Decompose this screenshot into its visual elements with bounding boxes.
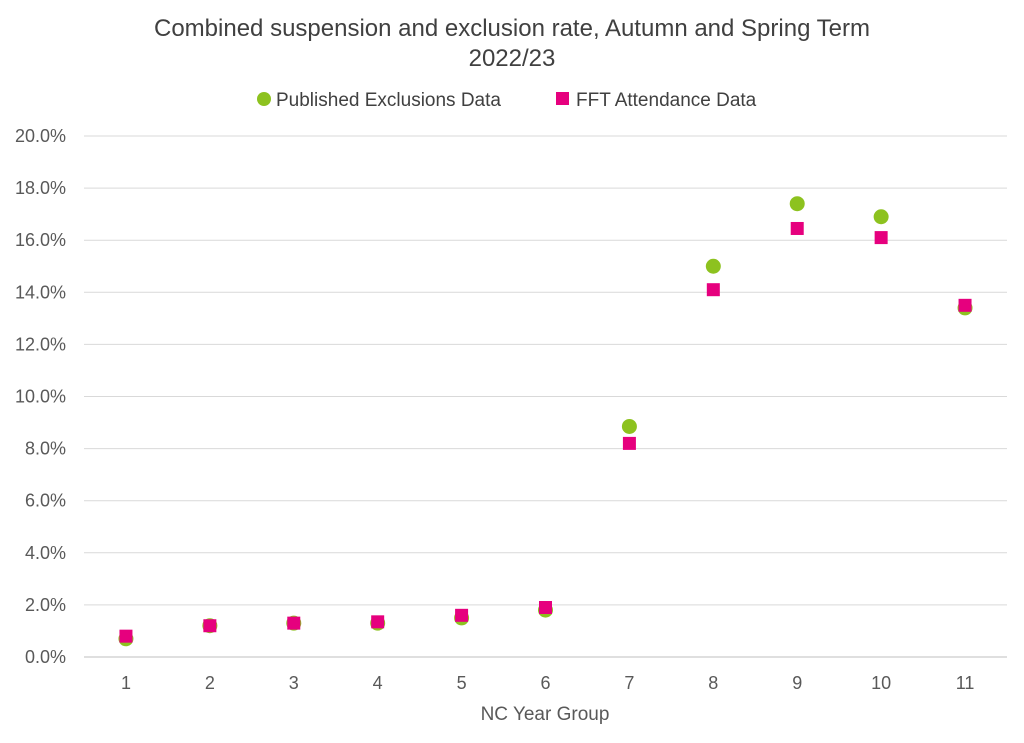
point-fft-year-7 [622,436,636,450]
x-tick-label-9: 9 [792,673,802,693]
point-fft-year-1 [119,629,133,643]
x-tick-label-2: 2 [205,673,215,693]
point-published-year-9 [789,196,805,212]
x-tick-label-6: 6 [540,673,550,693]
y-tick-label-4: 8.0% [25,439,66,459]
x-tick-label-7: 7 [624,673,634,693]
point-fft-year-6 [539,601,552,615]
x-tick-label-3: 3 [289,673,299,693]
y-axis-ticks: 0.0% 2.0% 4.0% 6.0% 8.0% 10.0% 12.0% 14.0% 16.0%… [15,126,66,667]
y-tick-label-8: 16.0% [15,230,66,250]
y-tick-label-3: 6.0% [25,491,66,511]
point-fft-year-2 [203,619,217,633]
y-tick-label-9: 18.0% [15,178,66,198]
chart-title-line-1: Combined suspension and exclusion rate, … [154,15,870,42]
y-tick-label-2: 4.0% [25,543,66,563]
point-published-year-10 [873,209,889,225]
legend-marker-fft [556,92,569,105]
legend-label-published: Published Exclusions Data [276,90,501,111]
point-fft-year-3 [287,616,301,630]
y-tick-label-1: 2.0% [25,595,66,615]
point-published-year-8 [705,258,721,274]
data-points [118,196,973,647]
point-fft-year-11 [958,298,972,312]
point-fft-year-10 [874,231,888,245]
gridlines [84,135,1007,658]
x-axis-ticks: 1 2 3 4 5 6 7 8 9 10 11 [121,673,974,693]
chart-title-line-2: 2022/23 [469,45,556,72]
x-axis-label: NC Year Group [481,704,610,725]
legend: Published Exclusions Data FFT Attendance… [257,90,757,111]
y-tick-label-7: 14.0% [15,282,66,302]
y-tick-label-6: 12.0% [15,334,66,354]
y-tick-label-5: 10.0% [15,387,66,407]
x-tick-label-8: 8 [708,673,718,693]
x-tick-label-11: 11 [956,673,975,693]
y-tick-label-0: 0.0% [25,647,66,667]
point-published-year-7 [621,418,637,434]
y-tick-label-10: 20.0% [15,126,66,146]
point-fft-year-8 [706,283,720,297]
legend-label-fft: FFT Attendance Data [576,90,757,111]
x-tick-label-1: 1 [121,673,131,693]
x-tick-label-10: 10 [871,673,891,693]
legend-marker-published [257,92,271,106]
x-tick-label-5: 5 [457,673,467,693]
point-fft-year-9 [790,221,804,235]
x-tick-label-4: 4 [373,673,383,693]
point-fft-year-5 [455,608,469,622]
point-fft-year-4 [371,615,385,629]
